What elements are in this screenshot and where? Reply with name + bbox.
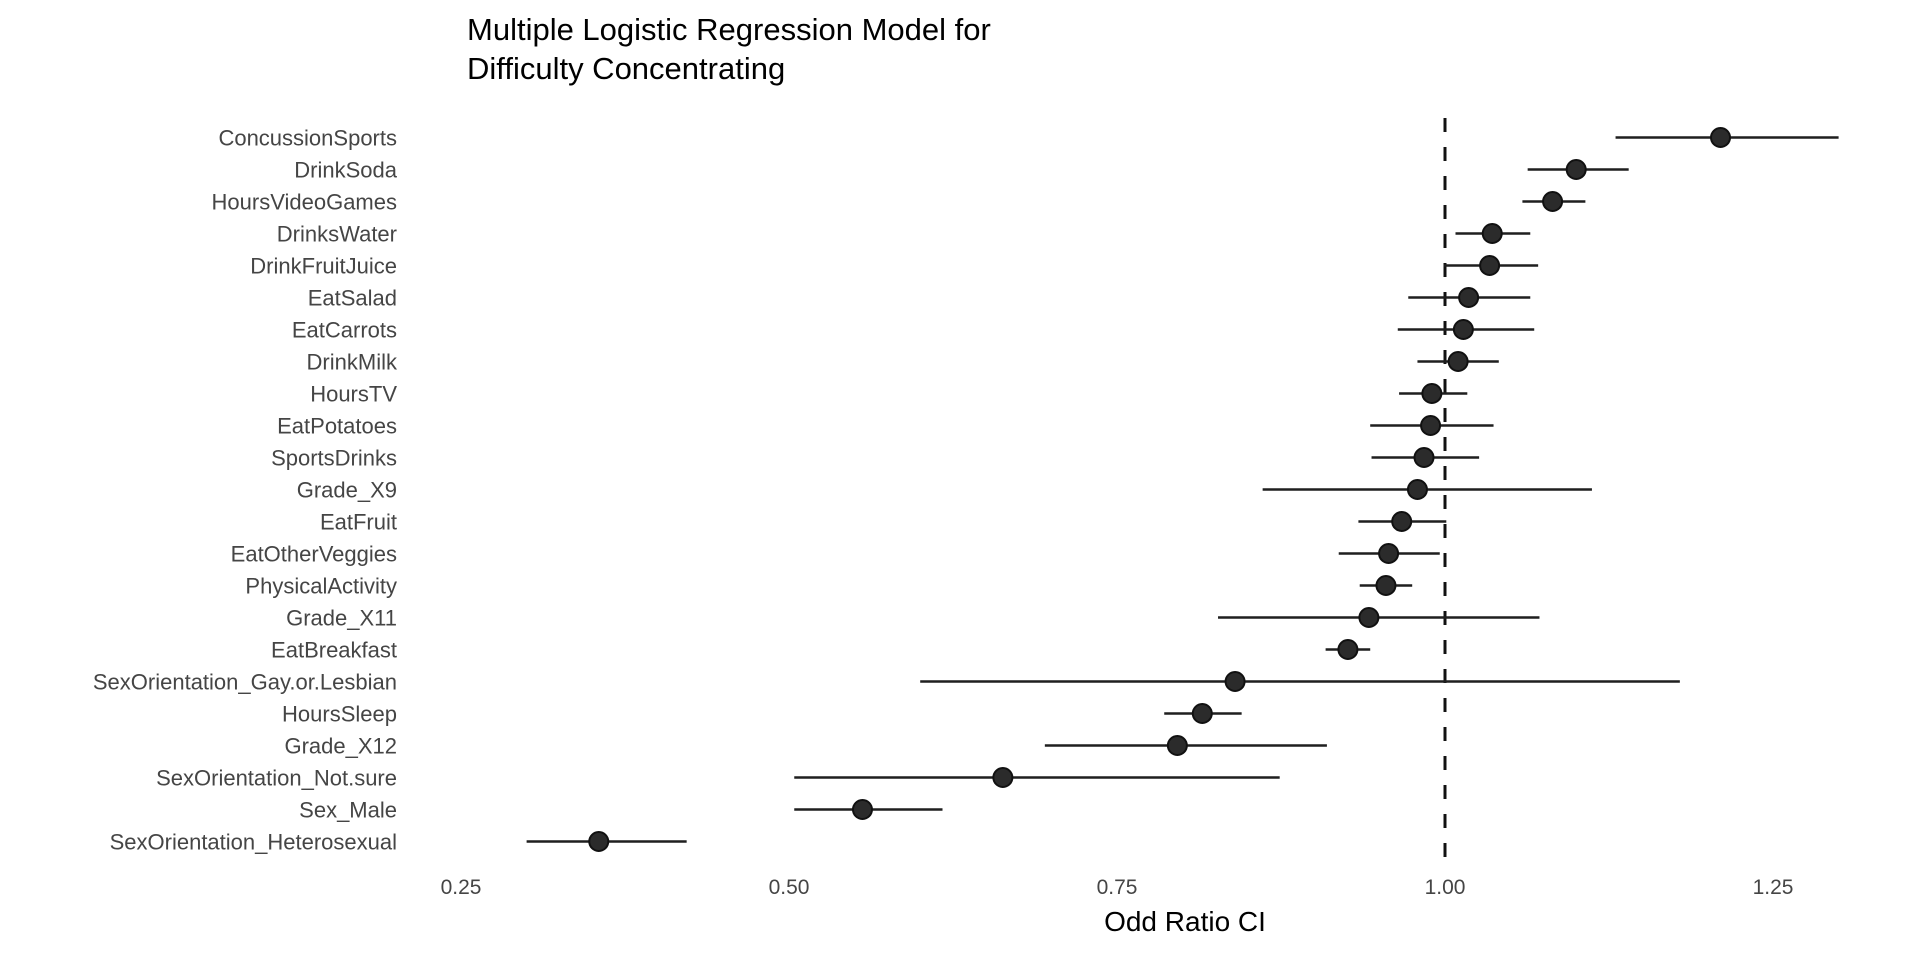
x-axis-tick-label: 0.25 <box>441 876 482 899</box>
x-axis-tick-label: 0.75 <box>1097 876 1138 899</box>
y-axis-label: EatBreakfast <box>271 638 397 663</box>
x-axis-tick-label: 1.00 <box>1425 876 1466 899</box>
point-estimate <box>1391 511 1413 532</box>
point-estimate <box>1337 639 1359 660</box>
chart-title: Multiple Logistic Regression Model for D… <box>467 12 991 86</box>
y-axis-label: SexOrientation_Heterosexual <box>110 830 397 855</box>
point-estimate <box>1421 383 1443 404</box>
y-axis-label: DrinkFruitJuice <box>250 254 397 279</box>
y-axis-label: EatCarrots <box>292 318 397 343</box>
y-axis-label: DrinksWater <box>277 222 397 247</box>
point-estimate <box>1413 447 1435 468</box>
y-axis-label: DrinkSoda <box>294 158 397 183</box>
y-axis-label: SexOrientation_Not.sure <box>156 766 397 791</box>
point-estimate <box>1479 255 1501 276</box>
point-estimate <box>1447 351 1469 372</box>
y-axis-label: EatFruit <box>320 510 397 535</box>
y-axis-label: Grade_X12 <box>284 734 397 759</box>
y-axis-label: PhysicalActivity <box>245 574 397 599</box>
point-estimate <box>1358 607 1380 628</box>
point-estimate <box>1565 159 1587 180</box>
point-estimate <box>851 799 873 820</box>
point-estimate <box>992 767 1014 788</box>
y-axis-label: Sex_Male <box>299 798 397 823</box>
x-axis-tick-label: 0.50 <box>769 876 810 899</box>
point-estimate <box>1542 191 1564 212</box>
point-estimate <box>1191 703 1213 724</box>
y-axis-label: SportsDrinks <box>271 446 397 471</box>
y-axis-label: HoursVideoGames <box>212 190 397 215</box>
y-axis-label: Grade_X9 <box>297 478 397 503</box>
y-axis-label: Grade_X11 <box>286 606 397 631</box>
y-axis-label: EatOtherVeggies <box>231 542 397 567</box>
point-estimate <box>1406 479 1428 500</box>
y-axis-label: DrinkMilk <box>307 350 398 375</box>
point-estimate <box>1378 543 1400 564</box>
y-axis-label: HoursTV <box>310 382 397 407</box>
point-estimate <box>1166 735 1188 756</box>
point-estimate <box>1458 287 1480 308</box>
x-axis-title: Odd Ratio CI <box>1104 906 1266 937</box>
point-estimate <box>1420 415 1442 436</box>
point-estimate <box>588 831 610 852</box>
y-axis-label: EatPotatoes <box>277 414 397 439</box>
point-estimate <box>1452 319 1474 340</box>
y-axis-label: EatSalad <box>308 286 397 311</box>
y-axis-label: HoursSleep <box>282 702 397 727</box>
point-estimate <box>1710 127 1732 148</box>
point-estimate <box>1375 575 1397 596</box>
point-estimate <box>1224 671 1246 692</box>
point-estimate <box>1481 223 1503 244</box>
y-axis-label: ConcussionSports <box>218 126 397 151</box>
y-axis-label: SexOrientation_Gay.or.Lesbian <box>93 670 397 695</box>
x-axis-tick-label: 1.25 <box>1753 876 1794 899</box>
